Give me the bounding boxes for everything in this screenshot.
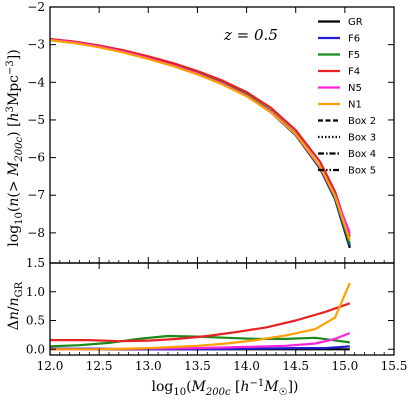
x-tick-label: 12.0 — [37, 359, 64, 373]
top-panel: −2 −3 −4 −5 −6 −7 −8 — [27, 0, 395, 264]
bottom-y-axis-label: Δn/nGR — [6, 281, 25, 330]
top-y-tick-label: −4 — [27, 75, 45, 89]
top-y-axis-label: log10(n(> M200c) [h3Mpc−3]) — [5, 49, 25, 246]
bottom-y-tick-label: 0.5 — [26, 314, 45, 328]
x-tick-label: 13.0 — [135, 359, 162, 373]
x-axis-label: log10(M200c [h−1M☉]) — [151, 378, 298, 398]
legend-label: F6 — [348, 34, 360, 45]
x-tick-label: 14.5 — [282, 359, 309, 373]
bottom-frame — [49, 262, 395, 356]
top-series-n1 — [49, 39, 351, 241]
x-tick-label: 13.5 — [184, 359, 211, 373]
redshift-annotation: z = 0.5 — [223, 26, 278, 44]
bottom-series-n1 — [50, 282, 351, 351]
x-tick-label: 14.0 — [233, 359, 260, 373]
legend-label: Box 3 — [348, 133, 376, 144]
legend-label: F5 — [348, 50, 360, 61]
bottom-y-tick-label: 0.0 — [26, 342, 45, 356]
legend-label: N5 — [348, 83, 362, 94]
bottom-panel: 12.0 12.5 13.0 13.5 14.0 14.5 15.0 15.5 0.0 0.5 1.… — [26, 256, 407, 373]
top-y-tick-label: −3 — [27, 38, 45, 52]
x-tick-label: 15.5 — [381, 359, 408, 373]
top-y-tick-label: −6 — [27, 151, 45, 165]
top-y-tick-label: −8 — [27, 226, 45, 240]
legend-label: Box 2 — [348, 116, 376, 127]
top-y-tick-label: −2 — [27, 0, 45, 14]
legend-label: F4 — [348, 67, 360, 78]
legend-label: Box 5 — [348, 166, 376, 177]
x-tick-label: 12.5 — [86, 359, 113, 373]
legend-label: N1 — [348, 100, 362, 111]
bottom-y-tick-label: 1.5 — [26, 256, 45, 270]
top-y-tick-label: −5 — [27, 113, 45, 127]
x-tick-label: 15.0 — [331, 359, 358, 373]
top-series-n5 — [49, 38, 351, 234]
bottom-series-f4 — [50, 302, 351, 343]
bottom-y-tick-label: 1.0 — [26, 285, 45, 299]
legend: GR F6 F5 F4 N5 N1 Box 2 Box 3 Box 4 Box 5 — [318, 17, 376, 177]
top-series-f4 — [49, 37, 351, 237]
legend-label: GR — [348, 17, 363, 28]
top-y-tick-label: −7 — [27, 188, 45, 202]
legend-label: Box 4 — [348, 149, 376, 160]
